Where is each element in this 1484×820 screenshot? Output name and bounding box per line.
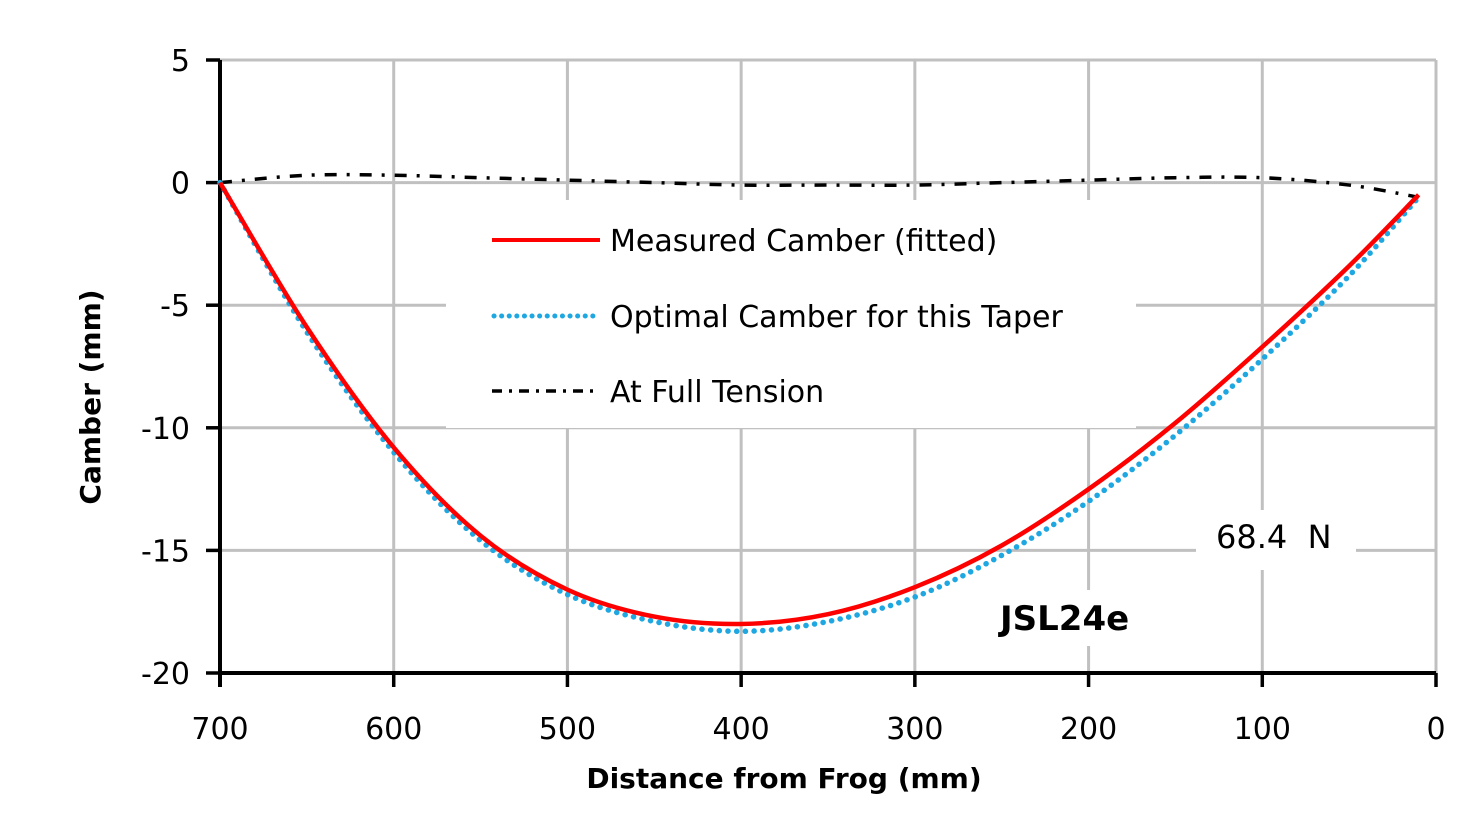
x-tick-label: 700: [191, 712, 248, 747]
legend: Measured Camber (fitted) Optimal Camber …: [446, 200, 1136, 428]
x-tick-label: 400: [713, 712, 770, 747]
series-group: [217, 172, 1422, 635]
legend-label-optimal: Optimal Camber for this Taper: [610, 300, 1063, 335]
y-axis-title: Camber (mm): [74, 289, 107, 504]
series-at-full-tension: [219, 172, 1419, 200]
x-tick-label: 100: [1234, 712, 1291, 747]
model-label-background: [990, 590, 1150, 646]
y-tick-label: -5: [160, 289, 190, 324]
x-tick-label: 0: [1426, 712, 1445, 747]
y-tick-label: -20: [141, 657, 190, 692]
axes: [206, 58, 1438, 687]
x-tick-label: 500: [539, 712, 596, 747]
y-tick-label: 0: [171, 167, 190, 202]
x-tick-label: 300: [886, 712, 943, 747]
tension-annotation: 68.4 N: [1216, 518, 1332, 556]
x-tick-label: 200: [1060, 712, 1117, 747]
legend-label-full-tension: At Full Tension: [610, 375, 824, 410]
tension-label-background: [1196, 510, 1356, 570]
x-tick-label: 600: [365, 712, 422, 747]
y-tick-label: 5: [171, 44, 190, 79]
model-annotation: JSL24e: [998, 599, 1129, 639]
y-tick-label: -15: [141, 534, 190, 569]
series-measured-camber-fitted: [218, 181, 1421, 627]
tick-labels: 700 600 500 400 300 200 100 0 5 0 -5 -10 -15 -20: [141, 44, 1446, 747]
series-optimal-camber-for-this-taper: [217, 179, 1422, 635]
x-axis-title: Distance from Frog (mm): [586, 762, 981, 795]
legend-label-measured: Measured Camber (fitted): [610, 224, 997, 259]
y-tick-label: -10: [141, 412, 190, 447]
